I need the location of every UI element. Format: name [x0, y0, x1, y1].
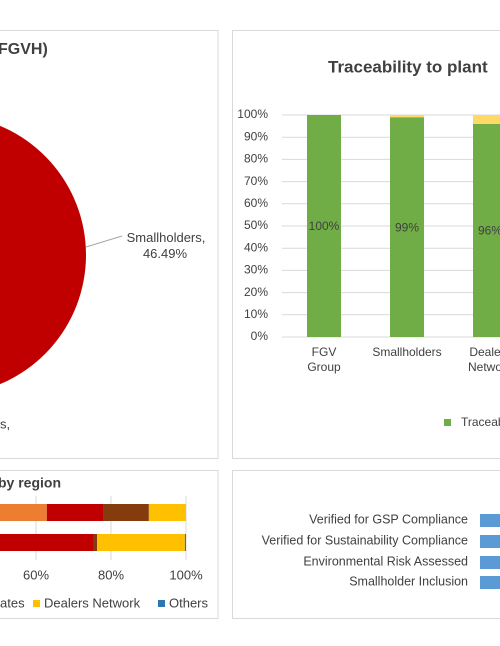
data-label-line: Smallholders, — [127, 230, 206, 245]
pie-slice — [0, 125, 87, 385]
bar — [480, 576, 500, 589]
bar-chart: Traceability to plant 0% 10% 20% 30% 40% 50% 6… — [237, 57, 500, 429]
leader-line — [85, 235, 123, 248]
data-label: 99% — [395, 220, 419, 234]
bar — [480, 514, 500, 527]
y-tick-label: Verified for GSP Compliance — [309, 512, 468, 526]
legend-label: Dealers Network — [44, 595, 141, 610]
y-tick-label: 80% — [244, 152, 268, 166]
chart-title: by region — [0, 475, 61, 491]
legend-label: Others — [169, 595, 209, 610]
x-tick-line: FGV — [312, 345, 337, 359]
bar-segment — [390, 117, 424, 337]
x-tick-label: Smallholders — [372, 345, 441, 359]
bar-segment — [93, 534, 98, 551]
chart-title: Traceability to plant — [328, 57, 488, 76]
pie-chart: FGVH) s, Smallholders, 46.49% — [0, 41, 205, 431]
x-tick-label: 80% — [98, 567, 124, 582]
y-tick-label: 10% — [244, 307, 268, 321]
label-chart: Verified for GSP Compliance Verified for … — [262, 512, 500, 589]
y-tick-label: 20% — [244, 285, 268, 299]
slice-label: s, — [0, 416, 10, 431]
legend-label: ates — [0, 595, 25, 610]
legend-swatch — [444, 419, 451, 426]
bar-segment — [103, 504, 149, 521]
y-tick-label: 90% — [244, 129, 268, 143]
panel — [232, 470, 500, 619]
y-tick-label: Smallholder Inclusion — [349, 574, 468, 588]
y-tick-label: 40% — [244, 240, 268, 254]
y-tick-label: Environmental Risk Assessed — [303, 554, 468, 568]
bar-segment — [473, 123, 500, 337]
data-label: 100% — [309, 219, 340, 233]
bar-segment — [0, 504, 47, 521]
y-tick-label: 70% — [244, 174, 268, 188]
bar-segment — [184, 534, 186, 551]
panel — [232, 30, 500, 459]
bar-segment — [0, 534, 93, 551]
y-tick-label: Verified for Sustainability Compliance — [262, 533, 468, 547]
y-tick-label: 50% — [244, 218, 268, 232]
panel — [0, 470, 219, 619]
legend-swatch — [33, 600, 40, 607]
x-tick-line: Network — [468, 360, 500, 374]
legend-label: Traceab — [461, 415, 500, 429]
y-tick-label: 0% — [251, 329, 269, 343]
bar-segment — [148, 504, 186, 521]
bar — [480, 535, 500, 548]
data-label-line: 46.49% — [143, 246, 188, 261]
x-tick-label: FGV Group — [307, 345, 341, 374]
bar-segment — [307, 115, 341, 337]
bar-segment — [97, 534, 185, 551]
panel — [0, 30, 219, 459]
region-chart: by region 60% 80% 100% ates Dealers Network O… — [0, 475, 209, 610]
y-tick-label: 30% — [244, 263, 268, 277]
x-tick-label: 60% — [23, 567, 49, 582]
bar-segment — [473, 115, 500, 124]
bar — [480, 556, 500, 569]
y-tick-label: 100% — [237, 107, 268, 121]
x-tick-label: 100% — [169, 567, 203, 582]
chart-title: FGVH) — [0, 41, 48, 58]
bar-segment — [390, 115, 424, 118]
legend-swatch — [158, 600, 165, 607]
x-tick-line: Group — [307, 360, 341, 374]
y-tick-label: 60% — [244, 196, 268, 210]
bar-segment — [46, 504, 104, 521]
x-tick-line: Dealers — [469, 345, 500, 359]
data-label: 96% — [478, 224, 500, 238]
data-label: Smallholders, 46.49% — [127, 230, 206, 261]
